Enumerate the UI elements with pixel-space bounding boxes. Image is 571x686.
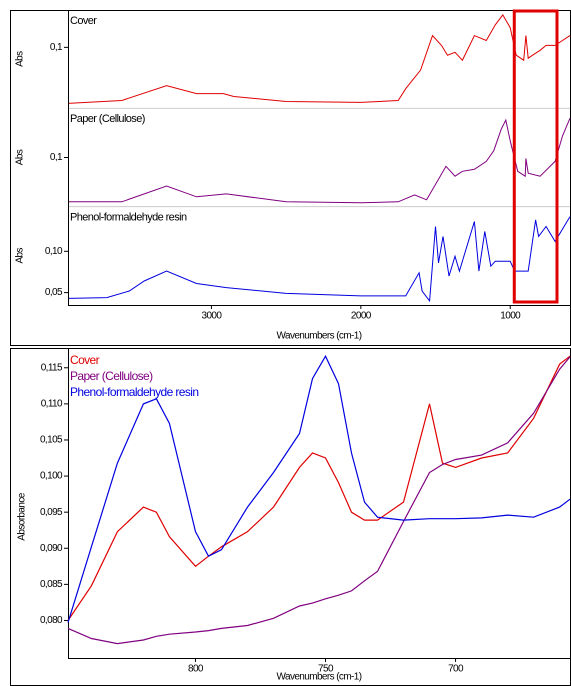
series-label: Cover bbox=[70, 15, 97, 27]
y-tick-label: 0,05 bbox=[45, 287, 63, 298]
y-tick-label: 0,090 bbox=[40, 543, 63, 554]
spectrum-line bbox=[67, 356, 571, 645]
x-tick-label: 700 bbox=[448, 664, 464, 675]
legend-entry: Phenol-formaldehyde resin bbox=[70, 385, 198, 399]
legend-entry: Paper (Cellulose) bbox=[70, 369, 153, 383]
y-tick-label: 0,115 bbox=[41, 362, 63, 373]
y-tick-label: 0,085 bbox=[40, 579, 63, 590]
x-tick-label: 2000 bbox=[351, 311, 372, 322]
x-axis-label: Wavenumbers (cm-1) bbox=[277, 672, 362, 683]
highlight-box bbox=[512, 9, 559, 304]
x-tick-label: 3000 bbox=[201, 311, 222, 322]
y-axis-label: Absorbance bbox=[17, 492, 28, 540]
spectrum-line bbox=[67, 355, 571, 621]
legend-entry: Cover bbox=[70, 353, 100, 367]
x-tick-label: 1000 bbox=[500, 311, 521, 322]
x-tick-label: 800 bbox=[188, 664, 204, 675]
y-tick-label: 0,1 bbox=[50, 42, 63, 53]
spectrum-line bbox=[67, 354, 571, 623]
spectrum-line bbox=[67, 13, 571, 104]
y-tick-label: 0,105 bbox=[40, 435, 63, 446]
y-tick-label: 0,1 bbox=[50, 152, 63, 163]
spectrum-line bbox=[67, 216, 571, 303]
y-axis-label: Abs bbox=[15, 248, 26, 264]
y-tick-label: 0,10 bbox=[45, 246, 63, 257]
top-frame bbox=[10, 10, 571, 346]
spectrum-line bbox=[68, 118, 571, 204]
y-axis-label: Abs bbox=[15, 149, 26, 165]
series-label: Phenol-formaldehyde resin bbox=[70, 212, 187, 224]
y-tick-label: 0,100 bbox=[40, 471, 63, 482]
y-axis-label: Abs bbox=[15, 51, 26, 67]
y-tick-label: 0,095 bbox=[40, 507, 63, 518]
x-axis-label: Wavenumbers (cm-1) bbox=[277, 331, 362, 342]
x-tick-label: 750 bbox=[318, 664, 334, 675]
y-tick-label: 0,110 bbox=[41, 399, 63, 410]
series-label: Paper (Cellulose) bbox=[70, 113, 145, 125]
y-tick-label: 0,080 bbox=[40, 615, 63, 626]
